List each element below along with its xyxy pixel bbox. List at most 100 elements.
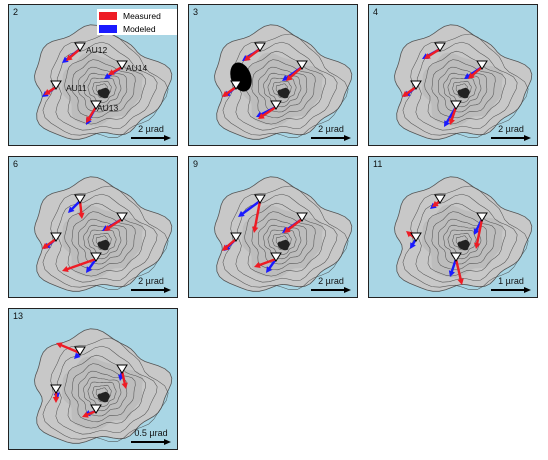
measured-tilt-arrow	[454, 257, 464, 285]
legend-item-measured: Measured	[97, 9, 177, 22]
scale-label: 1 µrad	[498, 276, 524, 286]
measured-tilt-arrow	[448, 105, 458, 125]
measured-tilt-arrow	[474, 217, 484, 249]
station-label: AU12	[86, 45, 108, 55]
scale-arrow-icon	[491, 135, 531, 141]
scale-arrow-icon	[311, 135, 351, 141]
station-triangle-icon	[90, 100, 102, 110]
map-panel-4: 4 2 µrad	[368, 4, 538, 146]
map-panel-13: 13 0.5 µrad	[8, 308, 178, 450]
measured-tilt-arrow	[56, 342, 82, 355]
scale-label: 0.5 µrad	[134, 428, 168, 438]
map-panel-2: 2 2 µrad Measured Modeled AU12 AU14 AU11 AU13	[8, 4, 178, 146]
station-triangle-icon	[270, 100, 282, 110]
station-triangle-icon	[230, 80, 242, 90]
panel-label: 2	[13, 7, 19, 17]
island-map	[214, 24, 353, 140]
modeled-tilt-arrow	[238, 199, 262, 217]
station-triangle-icon	[74, 346, 86, 356]
station-triangle-icon	[116, 60, 128, 70]
measured-tilt-arrow	[244, 47, 262, 61]
measured-tilt-arrow	[104, 217, 124, 231]
station-triangle-icon	[450, 100, 462, 110]
station-triangle-icon	[434, 42, 446, 52]
station-triangle-icon	[90, 252, 102, 262]
measured-tilt-arrow	[66, 47, 82, 61]
legend-swatch	[99, 11, 117, 20]
island-map	[34, 24, 173, 140]
map-panel-3: 3 2 µrad	[188, 4, 358, 146]
scale-bar: 2 µrad	[491, 124, 531, 141]
measured-tilt-arrow	[42, 237, 58, 249]
station-triangle-icon	[476, 212, 488, 222]
station-triangle-icon	[50, 384, 62, 394]
scale-label: 2 µrad	[138, 124, 164, 134]
island-map	[214, 176, 353, 292]
scale-bar: 2 µrad	[311, 276, 351, 293]
station-triangle-icon	[254, 194, 266, 204]
station-triangle-icon	[476, 60, 488, 70]
station-triangle-icon	[230, 232, 242, 242]
scale-label: 2 µrad	[318, 276, 344, 286]
station-triangle-icon	[74, 42, 86, 52]
island-map	[34, 176, 173, 292]
panel-label: 3	[193, 7, 199, 17]
station-triangle-icon	[50, 232, 62, 242]
measured-tilt-arrow	[222, 85, 238, 97]
measured-tilt-arrow	[254, 257, 278, 268]
scale-bar: 0.5 µrad	[131, 428, 171, 445]
scale-bar: 2 µrad	[311, 124, 351, 141]
panel-label: 13	[13, 311, 24, 321]
measured-tilt-arrow	[402, 85, 418, 97]
scale-label: 2 µrad	[498, 124, 524, 134]
measured-tilt-arrow	[86, 105, 98, 123]
legend-swatch	[99, 24, 117, 33]
scale-label: 2 µrad	[318, 124, 344, 134]
measured-tilt-arrow	[251, 199, 262, 233]
map-panel-6: 6 2 µrad	[8, 156, 178, 298]
station-triangle-icon	[296, 60, 308, 70]
measured-tilt-arrow	[108, 65, 124, 75]
scale-bar: 1 µrad	[491, 276, 531, 293]
panel-label: 9	[193, 159, 199, 169]
station-triangle-icon	[116, 364, 128, 374]
island-map	[34, 328, 173, 444]
legend-item-modeled: Modeled	[97, 22, 177, 35]
station-triangle-icon	[296, 212, 308, 222]
scale-bar: 2 µrad	[131, 276, 171, 293]
station-triangle-icon	[50, 80, 62, 90]
map-panel-9: 9 2 µrad	[188, 156, 358, 298]
measured-tilt-arrow	[258, 105, 278, 119]
measured-tilt-arrow	[284, 217, 304, 233]
station-triangle-icon	[254, 42, 266, 52]
station-triangle-icon	[434, 194, 446, 204]
legend-label: Measured	[123, 10, 161, 21]
scale-arrow-icon	[131, 135, 171, 141]
legend-label: Modeled	[123, 23, 156, 34]
scale-arrow-icon	[131, 439, 171, 445]
station-label: AU14	[126, 63, 148, 73]
station-triangle-icon	[116, 212, 128, 222]
scale-label: 2 µrad	[138, 276, 164, 286]
island-map	[394, 176, 533, 292]
station-triangle-icon	[90, 404, 102, 414]
station-triangle-icon	[74, 194, 86, 204]
modeled-tilt-arrow	[68, 199, 82, 213]
map-panel-11: 11 1 µrad	[368, 156, 538, 298]
station-label: AU13	[97, 103, 119, 113]
measured-tilt-arrow	[62, 257, 98, 273]
station-triangle-icon	[410, 232, 422, 242]
station-triangle-icon	[410, 80, 422, 90]
scale-arrow-icon	[311, 287, 351, 293]
measured-tilt-arrow	[468, 65, 484, 79]
panel-label: 4	[373, 7, 379, 17]
scale-arrow-icon	[491, 287, 531, 293]
panel-label: 11	[373, 159, 383, 169]
measured-tilt-arrow	[424, 47, 442, 59]
scale-bar: 2 µrad	[131, 124, 171, 141]
station-label: AU11	[66, 83, 87, 93]
panel-label: 6	[13, 159, 19, 169]
measured-tilt-arrow	[286, 65, 304, 81]
scale-arrow-icon	[131, 287, 171, 293]
measured-tilt-arrow	[222, 237, 238, 251]
